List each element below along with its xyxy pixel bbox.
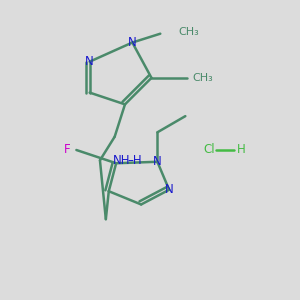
Text: –H: –H (128, 154, 142, 167)
Text: H: H (237, 143, 246, 157)
Text: N: N (85, 55, 94, 68)
Text: NH: NH (113, 154, 131, 167)
Text: N: N (153, 155, 162, 168)
Text: CH₃: CH₃ (178, 27, 199, 37)
Text: N: N (128, 36, 137, 49)
Text: CH₃: CH₃ (193, 73, 213, 83)
Text: F: F (64, 143, 70, 157)
Text: Cl: Cl (203, 143, 215, 157)
Text: N: N (165, 183, 173, 196)
